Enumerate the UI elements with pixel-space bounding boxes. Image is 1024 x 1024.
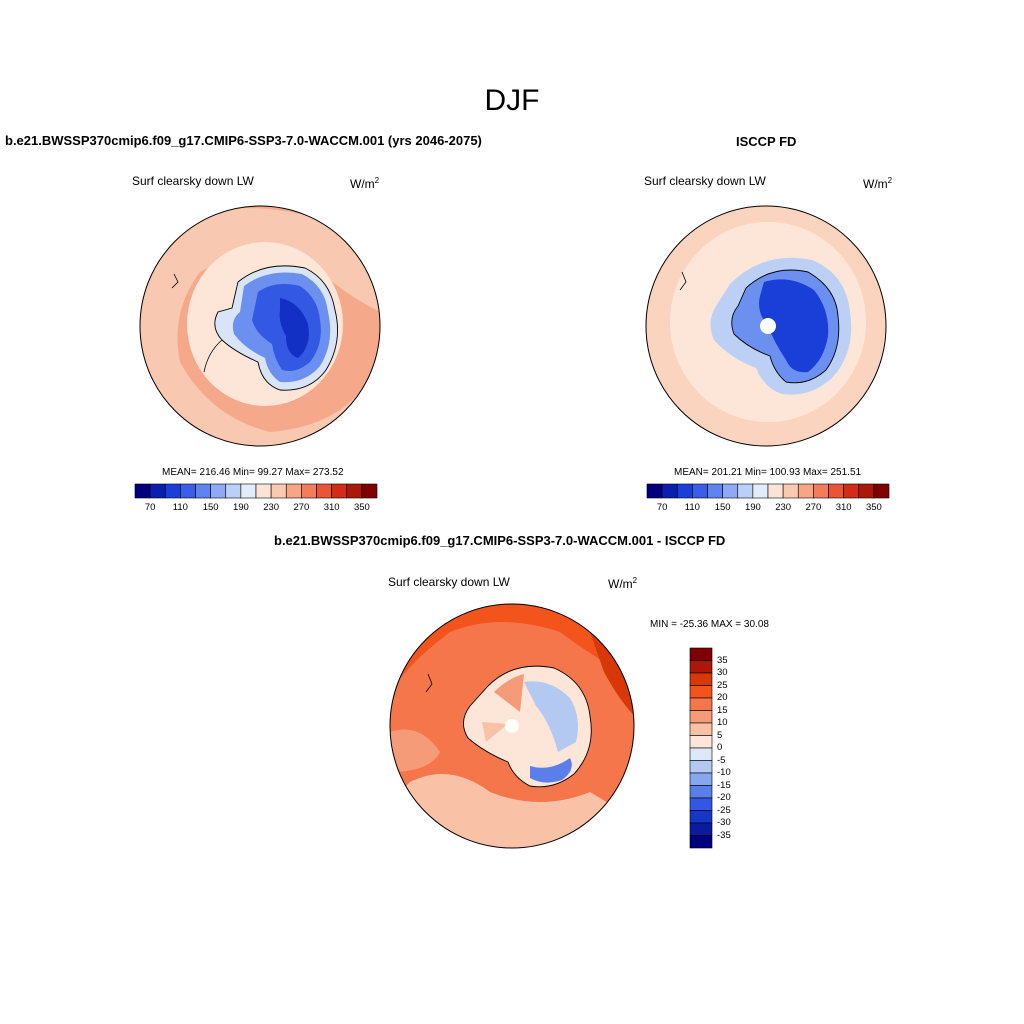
colorbar-swatch	[331, 483, 348, 499]
colorbar-obs	[646, 483, 890, 499]
polar-map-model	[139, 205, 381, 447]
colorbar-swatch	[646, 483, 663, 499]
colorbar-tick-label: 110	[172, 502, 188, 513]
panel-title-diff: b.e21.BWSSP370cmip6.f09_g17.CMIP6-SSP3-7…	[274, 533, 726, 548]
stats-model: MEAN= 216.46 Min= 99.27 Max= 273.52	[162, 467, 344, 478]
colorbar-tick-label: 270	[805, 502, 822, 513]
colorbar-swatch	[149, 483, 166, 499]
colorbar-tick-label: 30	[717, 667, 728, 678]
colorbar-swatch	[134, 483, 151, 499]
colorbar-swatch	[285, 483, 302, 499]
colorbar-swatch	[689, 722, 713, 736]
colorbar-swatch	[240, 483, 257, 499]
colorbar-tick-label: 350	[353, 502, 370, 513]
colorbar-swatch	[689, 660, 713, 674]
colorbar-tick-label: 25	[717, 679, 728, 691]
colorbar-swatch	[858, 483, 875, 499]
colorbar-swatch	[692, 483, 708, 499]
colorbar-swatch	[689, 685, 713, 699]
colorbar-swatch	[164, 483, 181, 499]
colorbar-swatch	[301, 483, 317, 499]
colorbar-tick-label: -25	[717, 804, 731, 816]
polar-map-diff	[389, 603, 635, 849]
colorbar-swatch	[797, 483, 814, 499]
colorbar-tick-label: 5	[717, 729, 723, 741]
colorbar-swatch	[752, 483, 769, 499]
colorbar-tick-label: 230	[263, 502, 280, 513]
colorbar-tick-label: 270	[293, 502, 310, 513]
colorbar-swatch	[689, 710, 713, 724]
colorbar-swatch	[689, 785, 713, 799]
panel-title-model: b.e21.BWSSP370cmip6.f09_g17.CMIP6-SSP3-7…	[5, 133, 482, 148]
colorbar-tick-label: 310	[835, 502, 852, 513]
panel-title-obs: ISCCP FD	[736, 134, 797, 149]
colorbar-tick-label: 350	[865, 502, 882, 513]
units-label-obs: W/m2	[863, 176, 893, 191]
colorbar-tick-label: -30	[717, 817, 731, 828]
colorbar-tick-label: 20	[717, 692, 728, 703]
colorbar-tick-label: -5	[717, 754, 726, 766]
colorbar-swatch	[316, 483, 332, 499]
colorbar-swatch	[873, 483, 890, 499]
colorbar-tick-label: 70	[656, 502, 668, 513]
colorbar-tick-label: 110	[684, 502, 700, 513]
colorbar-swatch	[180, 483, 196, 499]
colorbar-tick-label: -20	[717, 792, 731, 803]
colorbar-diff	[689, 647, 713, 849]
colorbar-swatch	[661, 483, 678, 499]
colorbar-tick-label: 310	[323, 502, 340, 513]
stats-obs: MEAN= 201.21 Min= 100.93 Max= 251.51	[674, 467, 862, 478]
colorbar-swatch	[689, 672, 713, 686]
colorbar-swatch	[346, 483, 363, 499]
colorbar-tick-label: 190	[232, 502, 249, 513]
colorbar-tick-label: 0	[717, 742, 723, 753]
variable-label-model: Surf clearsky down LW	[132, 174, 254, 188]
colorbar-swatch	[767, 483, 784, 499]
colorbar-swatch	[361, 483, 378, 499]
colorbar-tick-label: 70	[144, 502, 156, 513]
colorbar-swatch	[707, 483, 723, 499]
colorbar-tick-label: -10	[717, 767, 731, 778]
colorbar-swatch	[210, 483, 227, 499]
colorbar-swatch	[828, 483, 844, 499]
colorbar-swatch	[689, 697, 713, 711]
colorbar-tick-label: 35	[717, 654, 728, 666]
colorbar-swatch	[195, 483, 211, 499]
colorbar-tick-label: 15	[717, 704, 728, 716]
colorbar-swatch	[689, 822, 713, 836]
colorbar-swatch	[843, 483, 860, 499]
colorbar-swatch	[689, 760, 713, 774]
colorbar-swatch	[255, 483, 272, 499]
colorbar-swatch	[689, 772, 713, 786]
colorbar-tick-label: -35	[717, 829, 731, 841]
colorbar-tick-label: 230	[775, 502, 792, 513]
colorbar-swatch	[737, 483, 754, 499]
colorbar-swatch	[689, 747, 713, 761]
variable-label-diff: Surf clearsky down LW	[388, 575, 510, 589]
polar-map-obs	[645, 205, 887, 447]
colorbar-swatch	[225, 483, 242, 499]
colorbar-tick-label: 150	[202, 502, 219, 513]
colorbar-swatch	[689, 810, 713, 824]
colorbar-tick-label: 10	[717, 717, 728, 728]
variable-label-obs: Surf clearsky down LW	[644, 174, 766, 188]
units-label-diff: W/m2	[608, 576, 638, 591]
units-label-model: W/m2	[350, 176, 380, 191]
colorbar-swatch	[689, 735, 713, 749]
colorbar-swatch	[689, 835, 713, 849]
colorbar-tick-label: 150	[714, 502, 731, 513]
colorbar-swatch	[813, 483, 829, 499]
main-title: DJF	[484, 84, 540, 117]
colorbar-tick-label: 190	[744, 502, 761, 513]
colorbar-swatch	[689, 797, 713, 811]
colorbar-tick-label: -15	[717, 779, 731, 791]
colorbar-swatch	[676, 483, 693, 499]
stats-diff: MIN = -25.36 MAX = 30.08	[650, 619, 769, 630]
colorbar-swatch	[270, 483, 287, 499]
colorbar-swatch	[689, 647, 713, 661]
colorbar-swatch	[782, 483, 799, 499]
colorbar-swatch	[722, 483, 739, 499]
colorbar-model	[134, 483, 378, 499]
